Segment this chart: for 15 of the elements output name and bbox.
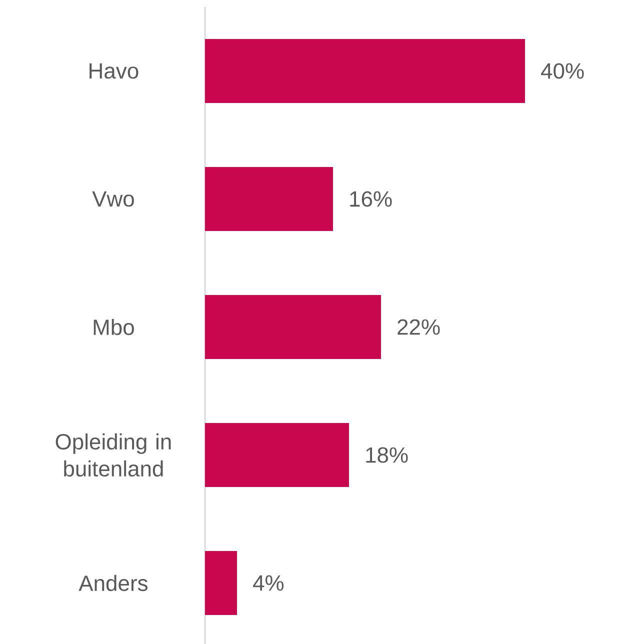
y-tick-label: Vwo <box>92 191 134 207</box>
bar <box>205 295 381 360</box>
y-tick-label: Anders <box>78 574 148 592</box>
bar <box>205 167 333 232</box>
y-tick-label: Mbo <box>94 318 134 336</box>
data-label: 22% <box>398 319 440 335</box>
y-tick-label: Havo <box>90 63 138 79</box>
data-label: 16% <box>350 191 392 207</box>
data-label: 18% <box>366 447 408 463</box>
bar <box>205 39 525 103</box>
bar <box>205 551 237 616</box>
data-label: 4% <box>253 575 284 591</box>
bar <box>205 423 349 488</box>
y-tick-label: Opleiding in buitenland <box>56 433 171 477</box>
data-label: 40% <box>541 63 584 79</box>
